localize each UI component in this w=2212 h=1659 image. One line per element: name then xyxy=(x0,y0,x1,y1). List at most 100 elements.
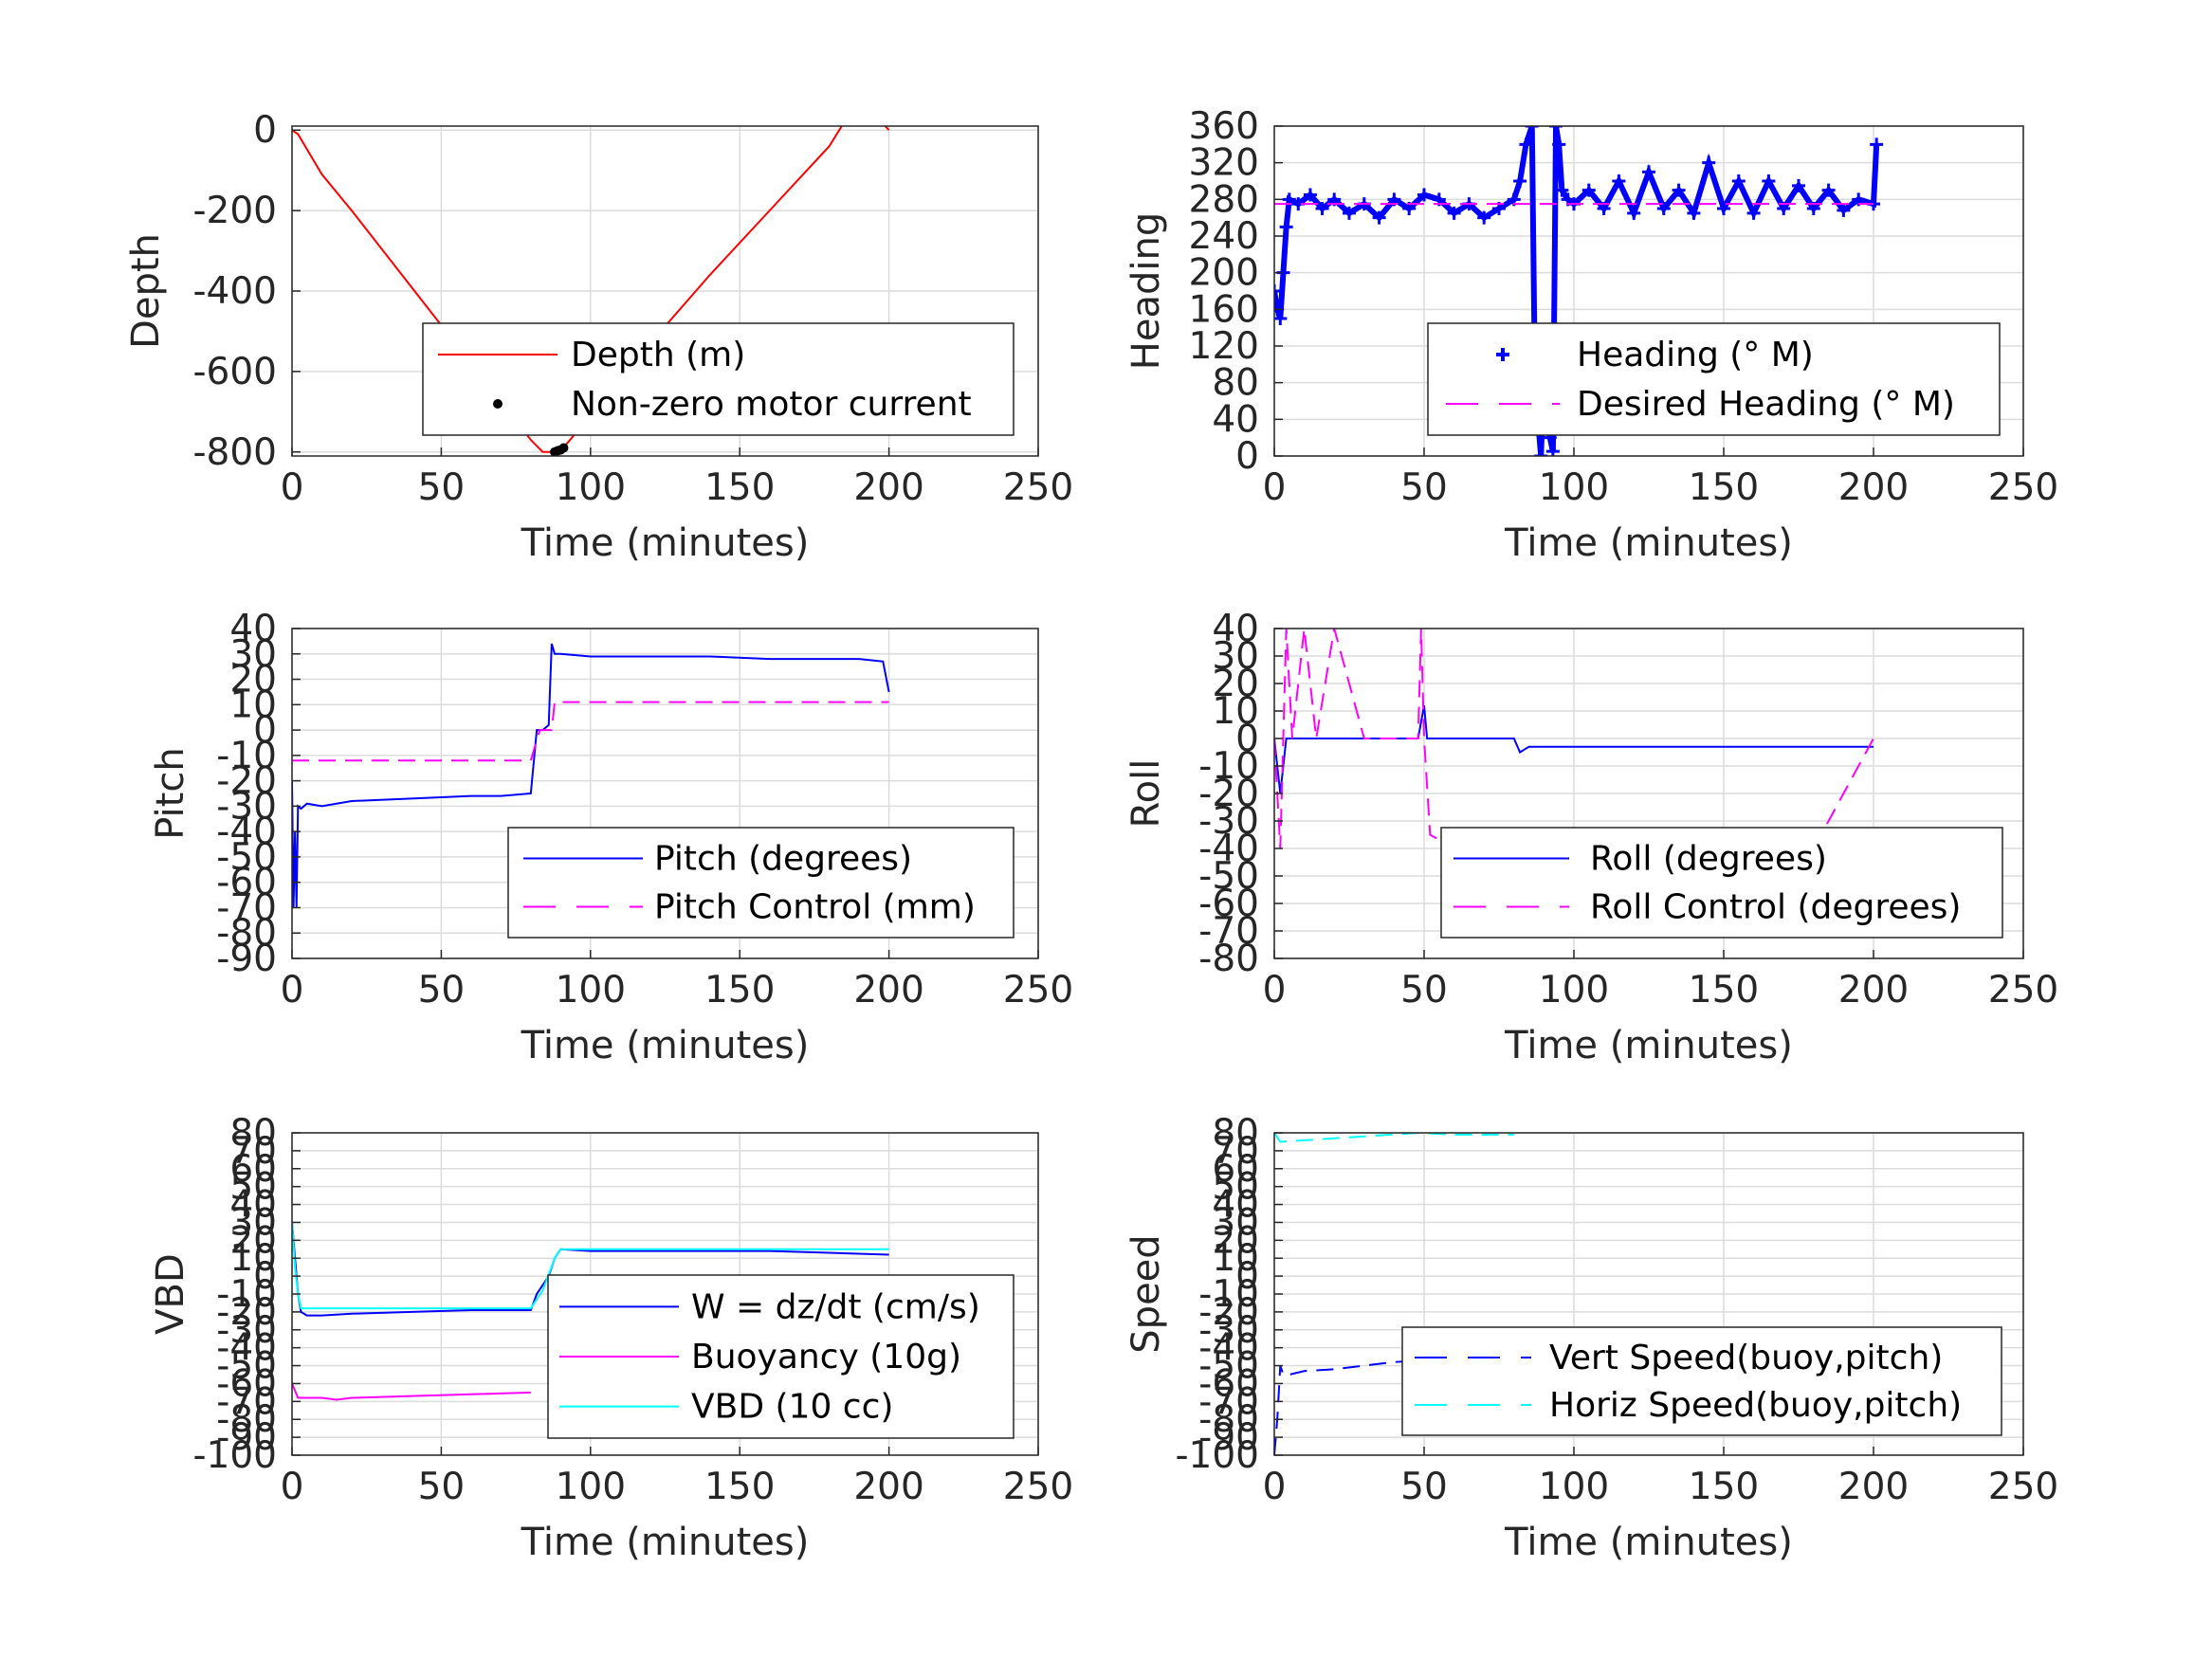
legend: Pitch (degrees) Pitch Control (mm) xyxy=(507,827,1015,939)
y-tick-label: 40 xyxy=(1212,1184,1259,1227)
y-tick-label: 0 xyxy=(253,109,277,152)
x-tick-label: 0 xyxy=(1263,1466,1287,1508)
y-tick-label: 40 xyxy=(229,608,277,650)
legend-entry: Buoyancy (10g) xyxy=(691,1338,961,1376)
y-tick-label: -60 xyxy=(1198,883,1259,925)
x-axis-label: Time (minutes) xyxy=(1504,521,1793,565)
x-tick-label: 0 xyxy=(281,466,304,509)
y-tick-label: -80 xyxy=(216,912,277,955)
legend-entry: W = dz/dt (cm/s) xyxy=(691,1287,980,1326)
legend: W = dz/dt (cm/s) Buoyancy (10g) VBD (10 cc… xyxy=(547,1274,1015,1439)
y-tick-label: 40 xyxy=(229,1184,277,1227)
y-tick-label: -80 xyxy=(1198,1398,1259,1441)
y-tick-label: 10 xyxy=(1212,690,1259,733)
x-tick-label: 200 xyxy=(1838,969,1909,1012)
x-tick-label: 100 xyxy=(556,969,626,1012)
y-tick-label: -90 xyxy=(216,938,277,980)
y-axis-label: Roll xyxy=(1124,759,1168,829)
y-tick-label: 80 xyxy=(229,1112,277,1155)
y-tick-label: 30 xyxy=(229,1201,277,1244)
series-pitch-control-mm-line xyxy=(292,701,889,762)
y-tick-label: -10 xyxy=(216,735,277,777)
y-tick-label: 80 xyxy=(1212,362,1259,405)
legend-entry: Horiz Speed(buoy,pitch) xyxy=(1549,1386,1962,1425)
y-tick-label: -30 xyxy=(216,785,277,828)
y-tick-label: -20 xyxy=(216,760,277,803)
y-tick-label: 0 xyxy=(253,1255,277,1298)
y-tick-label: -100 xyxy=(1175,1434,1259,1477)
y-tick-label: 40 xyxy=(1212,398,1259,441)
y-tick-label: -90 xyxy=(216,1416,277,1459)
series-heading-m-point xyxy=(1549,126,1563,133)
x-tick-label: 100 xyxy=(1539,466,1609,509)
y-axis-label: Pitch xyxy=(149,747,192,839)
legend-box xyxy=(422,322,1015,436)
x-tick-label: 0 xyxy=(1263,969,1287,1012)
x-tick-label: 150 xyxy=(1689,1466,1759,1508)
series-heading-m-point xyxy=(1792,178,1805,192)
plot-area xyxy=(292,643,890,908)
y-tick-label: 10 xyxy=(229,684,277,726)
y-tick-label: -50 xyxy=(216,836,277,879)
y-tick-label: 280 xyxy=(1189,178,1259,221)
series-heading-m-point xyxy=(1513,174,1527,188)
x-tick-label: 150 xyxy=(1689,969,1759,1012)
series-heading-m-point xyxy=(1519,137,1533,152)
series-heading-m-point xyxy=(1702,155,1716,170)
y-tick-label: -20 xyxy=(216,1291,277,1334)
series-heading-m-point xyxy=(1672,183,1686,197)
y-tick-label: 10 xyxy=(1212,1237,1259,1280)
y-tick-label: -10 xyxy=(1198,745,1259,788)
y-tick-label: 120 xyxy=(1189,325,1259,368)
y-tick-label: -600 xyxy=(192,351,277,393)
x-axis-label: Time (minutes) xyxy=(521,1521,810,1564)
y-tick-label: 200 xyxy=(1189,252,1259,295)
series-vbd-10-cc-line xyxy=(292,1222,889,1310)
legend-entry: Non-zero motor current xyxy=(571,385,972,424)
axes-box xyxy=(291,628,1039,959)
legend-box xyxy=(1427,322,2001,436)
series-heading-m-point xyxy=(1303,188,1317,202)
series-heading-m-point xyxy=(1870,137,1884,152)
series-non-zero-motor-current-point xyxy=(558,443,569,453)
subplot-6: 0 50 100 150 200 25080706050403020100-10-20-3… xyxy=(1124,1112,2058,1564)
series-heading-m-point xyxy=(1821,183,1836,197)
x-tick-label: 250 xyxy=(1988,1466,2058,1508)
x-tick-label: 250 xyxy=(1003,969,1073,1012)
series-heading-m-point xyxy=(1746,206,1761,220)
x-tick-label: 150 xyxy=(704,1466,775,1508)
series-heading-m-point xyxy=(1656,202,1671,215)
y-tick-label: 160 xyxy=(1189,288,1259,331)
legend: Roll (degrees) Roll Control (degrees) xyxy=(1440,827,2003,939)
legend-entry: Desired Heading (° M) xyxy=(1577,385,1955,424)
y-tick-label: -70 xyxy=(1198,1380,1259,1423)
x-tick-label: 50 xyxy=(418,466,466,509)
legend-entry: Heading (° M) xyxy=(1577,336,1814,374)
y-tick-label: -50 xyxy=(216,1345,277,1388)
series-heading-m-point xyxy=(1612,174,1626,188)
series-heading-m-point xyxy=(1447,206,1461,220)
series-horiz-speed-buoy-pitch-line xyxy=(1274,1133,1514,1143)
y-tick-label: 70 xyxy=(229,1130,277,1173)
series-heading-m-point xyxy=(1525,126,1539,133)
x-tick-label: 200 xyxy=(1838,1466,1909,1508)
y-tick-label: 240 xyxy=(1189,215,1259,258)
y-tick-label: -90 xyxy=(1198,1416,1259,1459)
series-buoyancy-10g-line xyxy=(292,1383,531,1401)
y-tick-label: -50 xyxy=(1198,1345,1259,1388)
x-tick-label: 200 xyxy=(1838,466,1909,509)
y-tick-label: 20 xyxy=(229,1219,277,1262)
x-axis-label: Time (minutes) xyxy=(1504,1024,1793,1067)
x-axis-label: Time (minutes) xyxy=(1504,1521,1793,1564)
x-tick-label: 250 xyxy=(1003,1466,1073,1508)
legend-entry: Roll (degrees) xyxy=(1590,840,1827,879)
y-axis-label: VBD xyxy=(149,1253,192,1335)
y-tick-label: -800 xyxy=(192,431,277,474)
y-tick-label: 20 xyxy=(229,659,277,702)
y-tick-label: 30 xyxy=(1212,635,1259,678)
axes-box xyxy=(1273,125,2024,457)
x-tick-label: 150 xyxy=(704,969,775,1012)
x-axis-label: Time (minutes) xyxy=(521,1024,810,1067)
x-tick-label: 50 xyxy=(1400,466,1448,509)
y-tick-label: -30 xyxy=(216,1309,277,1352)
